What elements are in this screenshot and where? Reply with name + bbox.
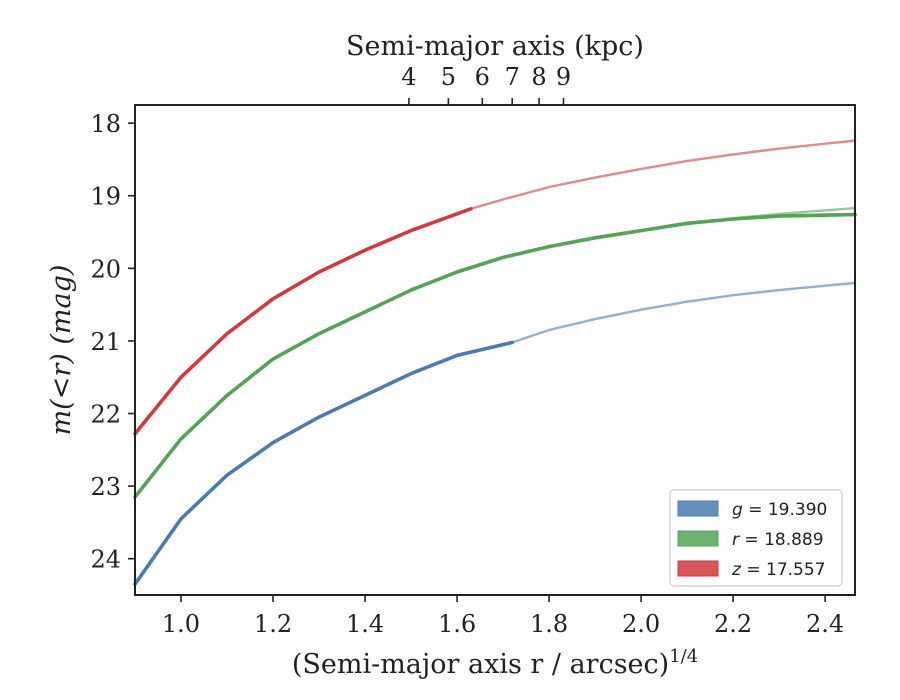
top-tick-label: 6 bbox=[475, 63, 490, 91]
x-axis-label-text: (Semi-major axis r / arcsec) bbox=[292, 649, 669, 680]
legend-band-z: z bbox=[731, 560, 742, 580]
y-tick-label: 24 bbox=[90, 546, 121, 574]
legend-band-g: g bbox=[732, 500, 743, 520]
legend-entry-z: z = 17.557 bbox=[731, 560, 825, 580]
top-tick-label: 8 bbox=[531, 63, 546, 91]
x-tick-label: 2.0 bbox=[622, 610, 660, 638]
legend-entry-r: r = 18.889 bbox=[732, 530, 824, 550]
x-axis-label: (Semi-major axis r / arcsec)1/4 bbox=[292, 646, 698, 680]
axes-frame bbox=[134, 104, 856, 596]
legend: g = 19.390 r = 18.889 z = 17.557 bbox=[669, 489, 843, 587]
x-tick-label: 1.4 bbox=[346, 610, 384, 638]
y-tick-label: 19 bbox=[90, 183, 121, 211]
top-tick-label: 9 bbox=[556, 63, 571, 91]
x-tick-label: 1.0 bbox=[162, 610, 200, 638]
legend-mag-g: 19.390 bbox=[768, 500, 827, 520]
legend-swatch-r bbox=[677, 530, 719, 547]
series-r-line bbox=[133, 212, 857, 499]
x-axis-label-exponent: 1/4 bbox=[669, 646, 698, 667]
series-g-line bbox=[133, 340, 515, 586]
y-tick-label: 20 bbox=[90, 255, 121, 283]
x-tick-label: 1.2 bbox=[254, 610, 292, 638]
legend-entry-g: g = 19.390 bbox=[732, 500, 827, 520]
series-g-model-line bbox=[511, 281, 857, 344]
top-tick-label: 5 bbox=[441, 63, 456, 91]
legend-swatch-g bbox=[677, 500, 719, 517]
series-z-model-line bbox=[469, 139, 857, 210]
top-tick-label: 7 bbox=[505, 63, 520, 91]
series-z-line bbox=[133, 207, 473, 436]
plot-area bbox=[133, 139, 857, 586]
y-tick-label: 22 bbox=[90, 401, 121, 429]
y-axis-label: m(<r) (mag) bbox=[46, 265, 77, 436]
y-tick-label: 23 bbox=[90, 473, 121, 501]
x-tick-label: 2.2 bbox=[714, 610, 752, 638]
axes: 1.0 1.2 1.4 1.6 1.8 2.0 2.2 2.4 18 19 20 21 22 23 24 4 5… bbox=[90, 63, 844, 638]
top-tick-label: 4 bbox=[401, 63, 416, 91]
legend-swatch-z bbox=[677, 560, 719, 577]
y-tick-label: 21 bbox=[90, 328, 121, 356]
x-tick-label: 2.4 bbox=[806, 610, 844, 638]
legend-mag-r: 18.889 bbox=[764, 530, 823, 550]
top-axis-label: Semi-major axis (kpc) bbox=[346, 31, 644, 62]
legend-band-r: r bbox=[732, 530, 740, 550]
x-tick-label: 1.6 bbox=[438, 610, 476, 638]
legend-mag-z: 17.557 bbox=[766, 560, 825, 580]
x-tick-label: 1.8 bbox=[530, 610, 568, 638]
y-tick-label: 18 bbox=[90, 110, 121, 138]
